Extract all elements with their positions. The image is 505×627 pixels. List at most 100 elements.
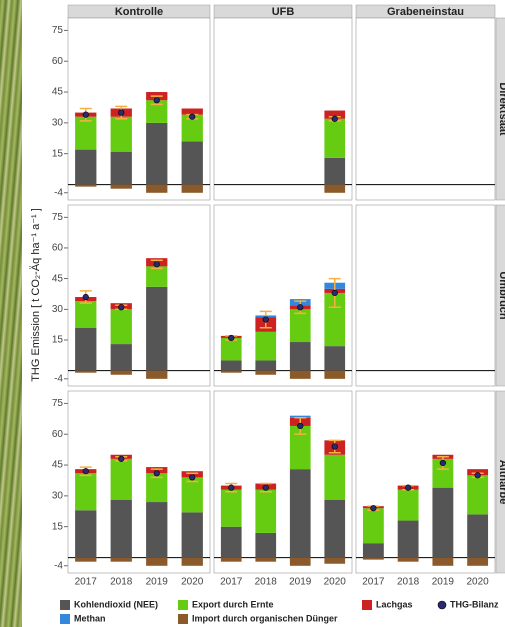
bar-segment (110, 151, 132, 185)
bar-segment (220, 370, 242, 373)
balance-point (118, 455, 125, 462)
balance-point (153, 261, 160, 268)
balance-point (82, 111, 89, 118)
balance-point (331, 289, 338, 297)
y-tick-label: 60 (52, 56, 64, 67)
x-tick-label: 2020 (324, 577, 347, 588)
bar-segment (324, 370, 346, 379)
y-tick-label: 30 (52, 304, 64, 315)
balance-point (439, 459, 446, 467)
y-tick-label: 30 (52, 118, 64, 129)
bar-segment (324, 499, 346, 558)
bar-segment (110, 458, 132, 500)
bar-segment (146, 184, 168, 193)
bar-segment (255, 532, 277, 558)
bar-segment (362, 543, 384, 558)
bar-segment (75, 370, 97, 373)
balance-point (474, 472, 481, 479)
balance-point (82, 468, 89, 475)
bar-segment (324, 292, 346, 347)
bar-segment (324, 454, 346, 500)
bar-segment (289, 342, 311, 371)
x-tick-label: 2020 (181, 577, 204, 588)
legend-label: Lachgas (376, 599, 413, 609)
bar-segment (324, 346, 346, 371)
balance-point (228, 334, 235, 342)
y-tick-label: 60 (52, 429, 64, 440)
panel (355, 204, 496, 387)
x-tick-label: 2018 (255, 577, 278, 588)
bar-segment (110, 370, 132, 375)
facet-column-label: UFB (272, 6, 295, 18)
bar-segment (324, 184, 346, 193)
balance-point (228, 484, 235, 491)
legend-label: Import durch organischen Dünger (192, 613, 338, 623)
bar-segment (75, 116, 97, 150)
bar-segment (75, 301, 97, 328)
balance-point (297, 304, 304, 311)
bar-segment (146, 286, 168, 371)
bar-segment (289, 469, 311, 558)
bar-segment (146, 557, 168, 566)
x-tick-label: 2019 (432, 577, 455, 588)
bar-segment (397, 489, 419, 521)
legend-swatch (178, 614, 188, 624)
bar-segment (75, 327, 97, 371)
bar-segment (220, 557, 242, 562)
balance-point (153, 470, 160, 477)
legend-label: Export durch Ernte (192, 599, 274, 609)
bar-segment (220, 526, 242, 558)
facet-column-label: Grabeneinstau (387, 6, 464, 18)
bar-segment (362, 508, 384, 544)
bar-segment (289, 370, 311, 379)
bar-segment (110, 557, 132, 562)
bar-segment (432, 487, 454, 558)
facet-column-label: Kontrolle (115, 6, 163, 18)
y-tick-label: 60 (52, 243, 64, 254)
bar-segment (181, 114, 203, 142)
bar-segment (75, 510, 97, 558)
bar-segment (110, 344, 132, 371)
facet-strip (495, 390, 505, 574)
balance-point (405, 484, 412, 491)
x-tick-label: 2019 (289, 577, 312, 588)
bar-segment (289, 309, 311, 343)
panel (355, 17, 496, 201)
x-tick-label: 2017 (362, 577, 385, 588)
bar-segment (324, 157, 346, 185)
bar-segment (110, 499, 132, 558)
x-tick-label: 2019 (146, 577, 169, 588)
bar-segment (255, 489, 277, 533)
bar-segment (362, 557, 384, 560)
facet-strip (495, 17, 505, 201)
bar-segment (432, 458, 454, 488)
balance-point (189, 113, 196, 120)
bar-segment (324, 118, 346, 158)
y-tick-label: 75 (52, 398, 64, 409)
balance-point (297, 422, 304, 430)
y-tick-label: 45 (52, 273, 64, 284)
y-axis-label: THG Emission [ t CO₂-Äq ha⁻¹ a⁻¹ ] (30, 208, 42, 382)
y-tick-label: -4 (54, 373, 63, 384)
bar-segment (110, 184, 132, 189)
balance-point (262, 316, 269, 323)
y-tick-label: 45 (52, 460, 64, 471)
bar-segment (146, 122, 168, 185)
bar-segment (75, 473, 97, 511)
bar-segment (255, 557, 277, 562)
legend-background (22, 594, 505, 627)
facet-row-label: Direktsaat (497, 82, 505, 136)
bar-segment (467, 475, 489, 515)
facet-row-label: Altnarbe (497, 460, 505, 505)
bar-segment (220, 337, 242, 361)
bar-segment (146, 266, 168, 287)
balance-point (331, 443, 338, 450)
x-tick-label: 2017 (220, 577, 243, 588)
y-tick-label: 45 (52, 87, 64, 98)
y-tick-label: 15 (52, 335, 64, 346)
balance-point (118, 304, 125, 311)
x-tick-label: 2017 (75, 577, 98, 588)
bar-segment (467, 514, 489, 558)
bar-segment (181, 512, 203, 558)
legend-swatch (178, 600, 188, 610)
